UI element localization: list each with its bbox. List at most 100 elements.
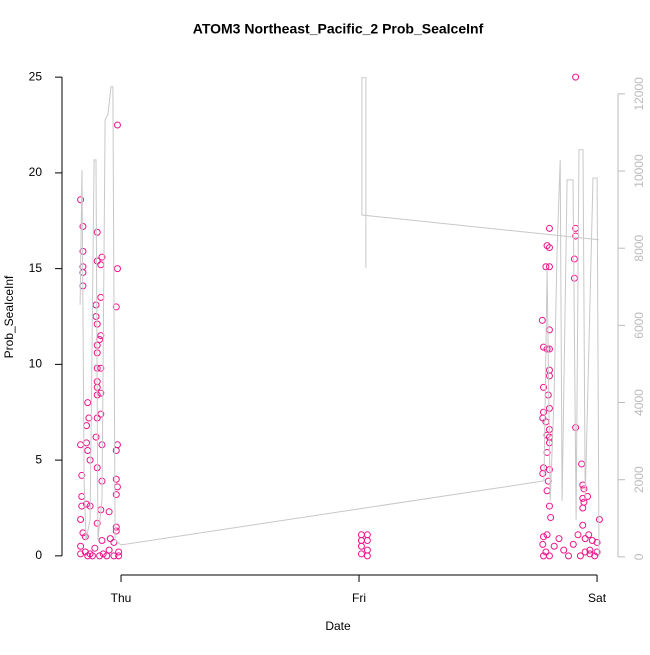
point xyxy=(588,537,596,545)
point xyxy=(570,274,578,282)
point xyxy=(363,546,371,554)
x-tick-label: Thu xyxy=(111,591,132,605)
chart-title: ATOM3 Northeast_Pacific_2 Prob_SeaIceInf xyxy=(193,21,484,37)
point xyxy=(595,515,603,523)
point xyxy=(545,263,553,271)
point xyxy=(97,410,105,418)
point xyxy=(83,439,91,447)
point xyxy=(543,487,551,495)
point xyxy=(115,552,123,560)
point xyxy=(92,301,100,309)
point xyxy=(560,546,568,554)
point xyxy=(77,542,85,550)
point xyxy=(363,537,371,545)
y2-tick-label: 12000 xyxy=(632,77,646,111)
point xyxy=(538,316,546,324)
point xyxy=(540,464,548,472)
point xyxy=(96,335,104,343)
point xyxy=(91,544,99,552)
y2-tick-label: 2000 xyxy=(632,466,646,493)
point xyxy=(83,500,91,508)
point xyxy=(83,422,91,430)
point xyxy=(540,533,548,541)
point xyxy=(113,265,121,273)
point xyxy=(103,552,111,560)
point xyxy=(564,552,572,560)
point xyxy=(357,537,365,545)
y-tick-label: 20 xyxy=(29,165,43,179)
point xyxy=(98,537,106,545)
point xyxy=(112,527,120,535)
point xyxy=(572,73,580,81)
point xyxy=(86,550,94,558)
point xyxy=(115,548,123,556)
x-tick-label: Fri xyxy=(352,591,366,605)
point xyxy=(84,399,92,407)
point xyxy=(110,538,118,546)
point xyxy=(357,550,365,558)
y-tick-label: 0 xyxy=(35,548,42,562)
point xyxy=(545,244,553,252)
point xyxy=(113,483,121,491)
x-tick-label: Sat xyxy=(588,591,607,605)
point xyxy=(579,494,587,502)
point xyxy=(574,531,582,539)
point xyxy=(545,502,553,510)
point xyxy=(112,475,120,483)
point xyxy=(550,542,558,550)
point xyxy=(112,491,120,499)
y2-tick-label: 8000 xyxy=(632,235,646,262)
point xyxy=(591,552,599,560)
y-tick-label: 5 xyxy=(35,452,42,466)
point xyxy=(576,552,584,560)
point xyxy=(92,433,100,441)
point xyxy=(540,383,548,391)
point xyxy=(542,418,550,426)
y-axis-label: Prob_SeaIceInf xyxy=(2,275,16,358)
point xyxy=(357,531,365,539)
point xyxy=(97,261,105,269)
point xyxy=(112,303,120,311)
point xyxy=(570,255,578,263)
point xyxy=(105,546,113,554)
y2-tick-label: 0 xyxy=(632,553,646,560)
point xyxy=(97,364,105,372)
point xyxy=(578,460,586,468)
point xyxy=(586,550,594,558)
point xyxy=(106,535,114,543)
point xyxy=(540,408,548,416)
point xyxy=(113,121,121,129)
point xyxy=(585,531,593,539)
point xyxy=(363,552,371,560)
point xyxy=(98,253,106,261)
point xyxy=(77,550,85,558)
y2-tick-label: 4000 xyxy=(632,389,646,416)
point xyxy=(593,548,601,556)
point xyxy=(586,546,594,554)
point xyxy=(545,552,553,560)
point xyxy=(92,313,100,320)
point xyxy=(584,492,592,500)
point xyxy=(357,542,365,550)
point xyxy=(580,485,588,493)
point xyxy=(81,548,89,556)
point xyxy=(79,223,87,231)
y-tick-label: 25 xyxy=(29,69,43,83)
point xyxy=(77,515,85,523)
point xyxy=(547,514,555,522)
point xyxy=(85,414,93,422)
y2-tick-label: 6000 xyxy=(632,312,646,339)
point xyxy=(545,345,553,353)
point xyxy=(543,531,551,539)
point xyxy=(112,447,120,455)
point xyxy=(113,441,121,449)
point xyxy=(97,389,105,397)
point xyxy=(363,531,371,539)
point xyxy=(84,447,92,455)
point xyxy=(86,456,94,464)
point xyxy=(579,504,587,512)
point xyxy=(78,492,86,500)
point xyxy=(99,550,107,558)
point xyxy=(78,471,86,479)
